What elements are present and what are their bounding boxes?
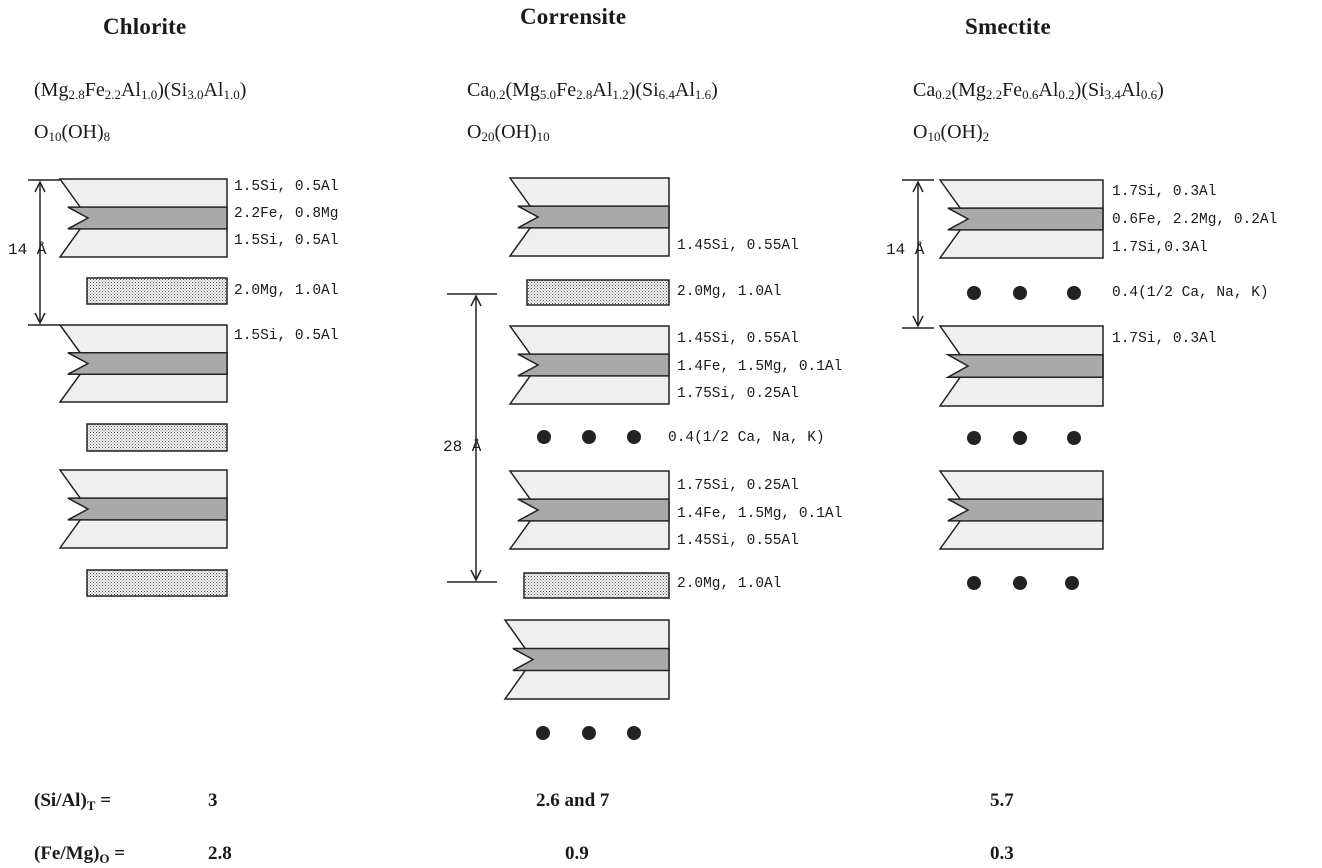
smectite-cation-dot-row2-3: [1067, 431, 1081, 445]
corrensite-brucite-layer-2: [523, 572, 670, 599]
chlorite-formula-line2: O10(OH)8: [34, 121, 111, 144]
smectite-cation-dot-row1-1: [967, 286, 981, 300]
corrensite-label-5: 1.75Si, 0.25Al: [677, 386, 799, 402]
chlorite-spacing-arrow: [28, 179, 60, 326]
chlorite-label-1: 1.5Si, 0.5Al: [234, 179, 339, 195]
chlorite-tot-layer-3-octahedral-sheet: [67, 497, 228, 521]
chlorite-brucite-layer-3: [86, 569, 228, 597]
corrensite-label-10: 2.0Mg, 1.0Al: [677, 576, 782, 592]
chlorite-spacing-label: 14 Å: [8, 241, 47, 259]
smectite-label-1: 1.7Si, 0.3Al: [1112, 184, 1217, 200]
corrensite-cation-dot-bottom-1: [536, 726, 550, 740]
corrensite-label-8: 1.4Fe, 1.5Mg, 0.1Al: [677, 506, 843, 522]
corrensite-label-7: 1.75Si, 0.25Al: [677, 478, 799, 494]
smectite-cation-dot-row3-2: [1013, 576, 1027, 590]
chlorite-label-2: 2.2Fe, 0.8Mg: [234, 206, 339, 222]
smectite-cation-dot-row3-1: [967, 576, 981, 590]
chlorite-tot-layer-2-octahedral-sheet: [67, 351, 228, 376]
corrensite-tot-layer-4: [503, 619, 670, 700]
chlorite-label-5: 1.5Si, 0.5Al: [234, 328, 339, 344]
smectite-tot-layer-2-octahedral-sheet: [944, 354, 1104, 378]
corrensite-fe-mg-value: 0.9: [565, 843, 589, 864]
corrensite-spacing-arrow: [447, 293, 497, 583]
chlorite-brucite-layer-1: [86, 277, 228, 305]
smectite-tot-layer-2: [938, 325, 1104, 407]
chlorite-label-3: 1.5Si, 0.5Al: [234, 233, 339, 249]
smectite-tot-layer-1: [938, 179, 1104, 259]
corrensite-spacing-label: 28 Å: [443, 438, 482, 456]
chlorite-tot-layer-2: [58, 324, 228, 403]
smectite-label-3: 1.7Si,0.3Al: [1112, 240, 1208, 256]
smectite-label-2: 0.6Fe, 2.2Mg, 0.2Al: [1112, 212, 1278, 228]
smectite-cation-dot-row1-2: [1013, 286, 1027, 300]
corrensite-tot-layer-4-octahedral-sheet: [512, 647, 670, 672]
smectite-label-4: 0.4(1/2 Ca, Na, K): [1112, 285, 1269, 301]
corrensite-label-1: 1.45Si, 0.55Al: [677, 238, 799, 254]
smectite-cation-dot-row2-1: [967, 431, 981, 445]
corrensite-brucite-layer-1: [526, 279, 670, 306]
chlorite-si-al-value: 3: [208, 790, 218, 811]
smectite-fe-mg-value: 0.3: [990, 843, 1014, 864]
smectite-tot-layer-1-octahedral-sheet: [947, 207, 1104, 231]
corrensite-label-9: 1.45Si, 0.55Al: [677, 533, 799, 549]
smectite-cation-dot-row1-3: [1067, 286, 1081, 300]
smectite-spacing-arrow: [902, 179, 934, 329]
chlorite-label-4: 2.0Mg, 1.0Al: [234, 283, 339, 299]
smectite-tot-layer-3: [938, 470, 1104, 550]
smectite-tot-layer-3-octahedral-sheet: [947, 498, 1104, 522]
smectite-title: Smectite: [965, 14, 1051, 39]
smectite-si-al-value: 5.7: [990, 790, 1014, 811]
corrensite-tot-layer-1-octahedral-sheet: [517, 205, 670, 229]
corrensite-tot-layer-2: [508, 325, 670, 405]
corrensite-formula-line1: Ca0.2(Mg5.0Fe2.8Al1.2)(Si6.4Al1.6): [467, 79, 718, 102]
corrensite-cation-dot-bottom-3: [627, 726, 641, 740]
chlorite-tot-layer-1: [58, 178, 228, 258]
chlorite-brucite-layer-2: [86, 423, 228, 452]
smectite-formula-line2: O10(OH)2: [913, 121, 990, 144]
chlorite-tot-layer-3: [58, 469, 228, 549]
corrensite-label-6: 0.4(1/2 Ca, Na, K): [668, 430, 825, 446]
corrensite-label-4: 1.4Fe, 1.5Mg, 0.1Al: [677, 359, 843, 375]
corrensite-tot-layer-1: [508, 177, 670, 257]
corrensite-cation-dot-3: [627, 430, 641, 444]
corrensite-title: Corrensite: [520, 4, 627, 29]
corrensite-cation-dot-1: [537, 430, 551, 444]
corrensite-label-3: 1.45Si, 0.55Al: [677, 331, 799, 347]
chlorite-fe-mg-value: 2.8: [208, 843, 232, 864]
corrensite-cation-dot-2: [582, 430, 596, 444]
smectite-cation-dot-row2-2: [1013, 431, 1027, 445]
corrensite-si-al-value: 2.6 and 7: [536, 790, 610, 811]
chlorite-tot-layer-1-octahedral-sheet: [67, 206, 228, 230]
corrensite-tot-layer-3-octahedral-sheet: [517, 498, 670, 522]
smectite-label-5: 1.7Si, 0.3Al: [1112, 331, 1217, 347]
corrensite-tot-layer-2-octahedral-sheet: [517, 353, 670, 377]
smectite-formula-line1: Ca0.2(Mg2.2Fe0.6Al0.2)(Si3.4Al0.6): [913, 79, 1164, 102]
smectite-spacing-label: 14 Å: [886, 241, 925, 259]
fe-mg-ratio-label: (Fe/Mg)O =: [34, 843, 126, 866]
corrensite-cation-dot-bottom-2: [582, 726, 596, 740]
smectite-cation-dot-row3-3: [1065, 576, 1079, 590]
si-al-ratio-label: (Si/Al)T =: [34, 790, 112, 813]
chlorite-title: Chlorite: [103, 14, 187, 39]
corrensite-formula-line2: O20(OH)10: [467, 121, 550, 144]
corrensite-tot-layer-3: [508, 470, 670, 550]
corrensite-label-2: 2.0Mg, 1.0Al: [677, 284, 782, 300]
chlorite-formula-line1: (Mg2.8Fe2.2Al1.0)(Si3.0Al1.0): [34, 79, 247, 102]
